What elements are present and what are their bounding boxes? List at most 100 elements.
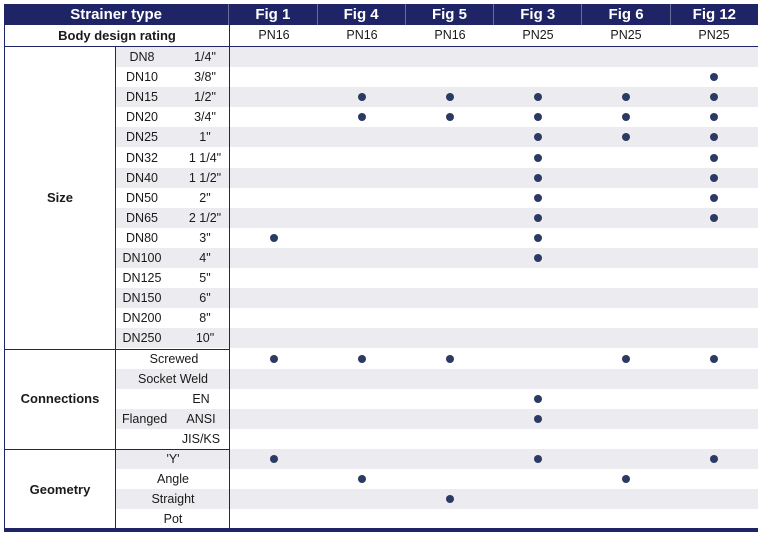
row-label-cell: DN15 1/2" <box>116 87 230 108</box>
availability-dot-icon <box>710 93 718 102</box>
table-cell <box>406 268 494 288</box>
table-cell <box>230 47 318 67</box>
table-cell <box>582 127 670 148</box>
table-cell <box>494 288 582 309</box>
table-row: DN40 1 1/2" <box>4 167 758 188</box>
table-cell <box>406 368 494 389</box>
availability-dot-icon <box>710 455 718 463</box>
table-cell <box>494 408 582 429</box>
table-row: 'Y' <box>4 449 758 469</box>
table-cell <box>318 188 406 208</box>
table-cell <box>318 127 406 148</box>
row-label-cell: DN50 2" <box>116 188 230 208</box>
rating-value: PN16 <box>258 28 290 42</box>
availability-dot-icon <box>446 354 454 363</box>
table-cell <box>494 349 582 369</box>
row-cells <box>230 308 758 328</box>
table-cell <box>582 449 670 469</box>
table-cell <box>670 67 758 87</box>
table-cell <box>406 127 494 148</box>
table-cell <box>670 127 758 148</box>
size-dn-label: DN80 <box>126 230 158 245</box>
size-inch-label: 3/8" <box>194 70 216 85</box>
row-label-cell: DN250 10" <box>116 328 230 349</box>
row-label-cell: EN <box>116 389 230 409</box>
row-label-cell: DN40 1 1/2" <box>116 167 230 188</box>
availability-dot-icon <box>534 394 542 403</box>
table-cell <box>670 47 758 67</box>
table-cell <box>582 47 670 67</box>
table-cell <box>230 207 318 228</box>
size-dn-label: DN15 <box>126 90 158 105</box>
table-cell <box>406 67 494 87</box>
table-row: DN32 1 1/4" <box>4 148 758 168</box>
row-cells <box>230 429 758 449</box>
table-cell <box>670 148 758 168</box>
table-cell <box>582 389 670 409</box>
size-inch-label: 8" <box>199 311 211 326</box>
table-cell <box>582 308 670 328</box>
size-dn-label: DN20 <box>126 110 158 125</box>
table-cell <box>494 509 582 529</box>
table-cell <box>318 87 406 108</box>
connection-label: Socket Weld <box>138 371 208 386</box>
table-row: DN80 3" <box>4 228 758 248</box>
label-column-border <box>229 47 230 530</box>
availability-dot-icon <box>446 495 454 504</box>
size-inch-label: 4" <box>199 251 211 265</box>
table-cell <box>582 368 670 389</box>
availability-dot-icon <box>622 113 630 122</box>
table-cell <box>230 368 318 389</box>
size-group-label: Size <box>46 190 73 206</box>
geometry-label: 'Y' <box>166 452 180 466</box>
table-cell <box>318 107 406 127</box>
table-cell <box>318 389 406 409</box>
geometry-label: Straight <box>151 492 195 507</box>
table-cell <box>494 167 582 188</box>
table-cell <box>406 87 494 108</box>
table-cell <box>230 107 318 127</box>
size-dn-label: DN65 <box>126 210 158 225</box>
availability-dot-icon <box>270 354 278 363</box>
table-row: DN65 2 1/2" <box>4 207 758 228</box>
row-label-cell: DN125 5" <box>116 268 230 288</box>
table-cell <box>494 449 582 469</box>
table-cell <box>406 469 494 489</box>
table-cell <box>670 288 758 309</box>
size-inch-label: 5" <box>199 271 211 286</box>
table-cell <box>406 248 494 268</box>
table-cell <box>494 489 582 510</box>
availability-dot-icon <box>534 455 542 463</box>
table-row: Pot <box>4 509 758 529</box>
availability-dot-icon <box>622 475 630 484</box>
size-inch-label: 3/4" <box>194 110 216 125</box>
row-label-cell: DN10 3/8" <box>116 67 230 87</box>
availability-dot-icon <box>622 133 630 142</box>
availability-dot-icon <box>534 254 542 262</box>
table-cell <box>494 148 582 168</box>
table-cell <box>318 148 406 168</box>
row-cells <box>230 389 758 409</box>
header-fig: Fig 5 <box>404 4 493 25</box>
row-label-cell: ANSI <box>116 408 230 429</box>
table-cell <box>582 207 670 228</box>
row-label-cell: DN100 4" <box>116 248 230 268</box>
connection-label: JIS/KS <box>181 431 221 446</box>
table-row: DN15 1/2" <box>4 87 758 108</box>
table-cell <box>494 127 582 148</box>
availability-dot-icon <box>534 93 542 102</box>
table-cell <box>582 288 670 309</box>
row-cells <box>230 288 758 309</box>
table-cell <box>318 368 406 389</box>
size-dn-label: DN125 <box>122 271 162 286</box>
table-cell <box>318 308 406 328</box>
geometry-label: Angle <box>157 472 189 487</box>
table-cell <box>582 228 670 248</box>
table-cell <box>318 449 406 469</box>
table-cell <box>582 509 670 529</box>
table-cell <box>406 389 494 409</box>
connections-group: Connections <box>4 348 116 449</box>
availability-dot-icon <box>358 113 366 122</box>
row-label-cell: DN65 2 1/2" <box>116 207 230 228</box>
table-cell <box>318 408 406 429</box>
